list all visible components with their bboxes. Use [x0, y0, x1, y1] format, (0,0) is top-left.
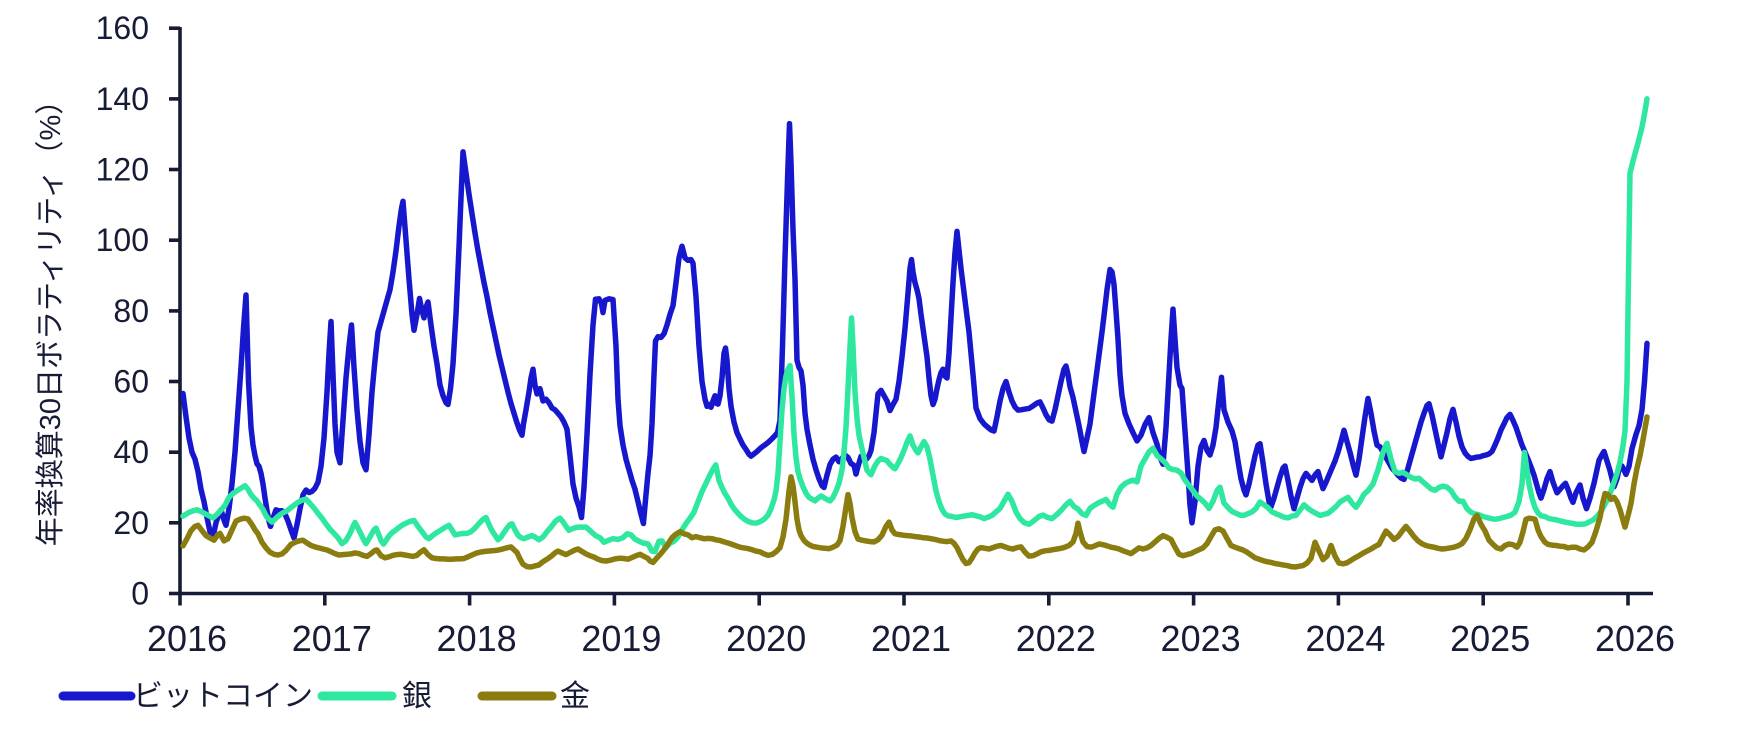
svg-text:2021: 2021 [871, 618, 951, 659]
svg-text:20: 20 [113, 505, 149, 541]
svg-text:40: 40 [113, 434, 149, 470]
svg-text:2017: 2017 [292, 618, 372, 659]
svg-text:140: 140 [96, 81, 149, 117]
svg-text:60: 60 [113, 364, 149, 400]
svg-text:2016: 2016 [147, 618, 227, 659]
svg-text:2022: 2022 [1016, 618, 1096, 659]
svg-text:0: 0 [131, 576, 149, 612]
svg-text:年率換算30日ボラティリティ（%）: 年率換算30日ボラティリティ（%） [34, 86, 67, 547]
svg-text:120: 120 [96, 152, 149, 188]
svg-text:2023: 2023 [1161, 618, 1241, 659]
svg-text:80: 80 [113, 293, 149, 329]
svg-text:2024: 2024 [1305, 618, 1385, 659]
svg-text:2018: 2018 [437, 618, 517, 659]
svg-text:ビットコイン: ビットコイン [133, 680, 313, 713]
svg-text:2019: 2019 [581, 618, 661, 659]
svg-text:金: 金 [560, 680, 590, 713]
svg-text:160: 160 [96, 10, 149, 46]
svg-text:銀: 銀 [402, 680, 432, 713]
svg-text:2025: 2025 [1450, 618, 1530, 659]
svg-text:100: 100 [96, 222, 149, 258]
svg-text:2020: 2020 [726, 618, 806, 659]
svg-text:2026: 2026 [1595, 618, 1675, 659]
